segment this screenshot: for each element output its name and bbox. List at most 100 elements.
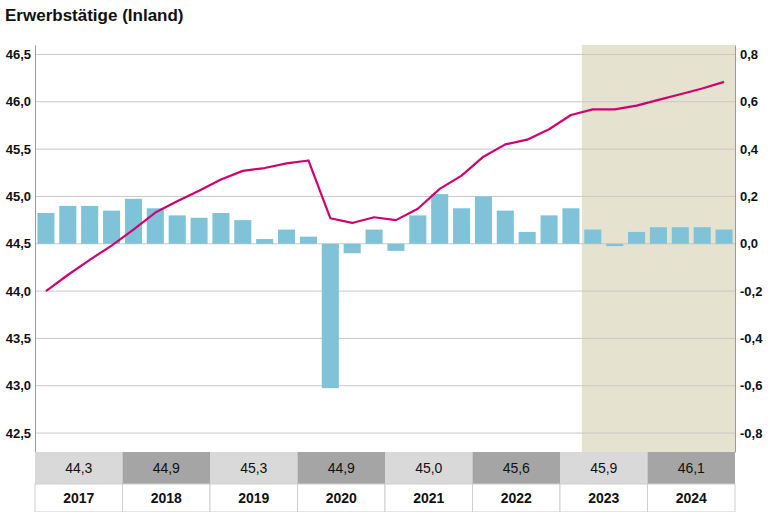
tick-label: 46,5 xyxy=(6,47,31,62)
table-cell xyxy=(210,452,298,484)
year-label: 2018 xyxy=(151,490,182,506)
grid-line xyxy=(35,196,735,197)
tick-label: -0,8 xyxy=(740,426,762,441)
table-cell xyxy=(35,484,123,512)
table-cell xyxy=(473,452,561,484)
table-cell xyxy=(560,484,648,512)
grid-line xyxy=(35,101,735,102)
tick-label: 0,2 xyxy=(740,189,758,204)
tick: 0,2 xyxy=(735,189,758,204)
annual-value: 45,0 xyxy=(415,460,442,476)
tick: -0,8 xyxy=(735,426,762,441)
tick: 0,0 xyxy=(735,236,758,251)
table-cell xyxy=(385,484,473,512)
tick-label: 46,0 xyxy=(6,94,31,109)
annual-value: 44,9 xyxy=(153,460,180,476)
axis-line xyxy=(735,46,736,453)
tick-label: 0,6 xyxy=(740,94,758,109)
bar xyxy=(366,230,383,244)
table-cell xyxy=(123,484,211,512)
bar xyxy=(37,213,54,244)
bar xyxy=(387,244,404,251)
tick: 46,5 xyxy=(6,47,35,62)
grid-line xyxy=(35,433,735,434)
tick-label: 44,5 xyxy=(6,236,31,251)
tick-label: 0,0 xyxy=(740,236,758,251)
forecast-shading xyxy=(582,45,735,452)
bar xyxy=(169,215,186,243)
tick: 45,5 xyxy=(6,142,35,157)
tick-label: 0,4 xyxy=(740,142,759,157)
tick-label: 45,5 xyxy=(6,142,31,157)
year-label: 2022 xyxy=(501,490,532,506)
grid-line xyxy=(35,338,735,339)
bar xyxy=(344,244,361,253)
tick-label: 0,8 xyxy=(740,47,758,62)
tick-label: -0,2 xyxy=(740,284,762,299)
y2-axis: -0,8 -0,6 -0,4 -0,2 0,0 0,2 0,4 0,6 0,8 xyxy=(735,46,763,453)
bar xyxy=(519,232,536,244)
tick-label: 44,0 xyxy=(6,284,31,299)
grid-line xyxy=(35,149,735,150)
axis-line xyxy=(35,46,36,453)
tick: -0,6 xyxy=(735,378,762,393)
bar xyxy=(628,232,645,244)
bar xyxy=(694,227,711,244)
table-cell xyxy=(298,452,386,484)
bar xyxy=(541,215,558,243)
tick: 46,0 xyxy=(6,94,35,109)
table-cell xyxy=(35,452,123,484)
table-cell xyxy=(210,484,298,512)
tick: 42,5 xyxy=(6,426,35,441)
year-label: 2024 xyxy=(676,490,707,506)
bar xyxy=(431,194,448,244)
bar xyxy=(300,237,317,244)
tick: 0,6 xyxy=(735,94,758,109)
tick: -0,4 xyxy=(735,331,763,346)
chart: 42,5 43,0 43,5 44,0 44,5 45,0 45,5 46,0 46,5 -0,8… xyxy=(0,0,768,512)
table-cell xyxy=(385,452,473,484)
table-cell xyxy=(473,484,561,512)
line xyxy=(46,82,724,291)
bar xyxy=(409,215,426,243)
bar xyxy=(716,230,733,244)
bar xyxy=(322,244,339,388)
grid-line xyxy=(35,291,735,292)
title: Erwerbstätige (Inland) xyxy=(5,6,184,25)
bar xyxy=(103,211,120,244)
table-cell xyxy=(648,452,736,484)
tick: 44,5 xyxy=(6,236,35,251)
bar xyxy=(278,230,295,244)
grid xyxy=(35,54,735,433)
table-cell xyxy=(648,484,736,512)
bar xyxy=(234,220,251,244)
tick-label: 45,0 xyxy=(6,189,31,204)
table-cell xyxy=(123,452,211,484)
bar xyxy=(650,227,667,244)
bar xyxy=(475,196,492,243)
tick: 45,0 xyxy=(6,189,35,204)
bar xyxy=(562,208,579,243)
year-label: 2017 xyxy=(63,490,94,506)
bar xyxy=(672,227,689,244)
tick: -0,2 xyxy=(735,284,762,299)
tick-label: 42,5 xyxy=(6,426,31,441)
grid-line xyxy=(35,54,735,55)
bar xyxy=(81,206,98,244)
bar xyxy=(497,211,514,244)
tick-label: 43,0 xyxy=(6,378,31,393)
year-label: 2020 xyxy=(326,490,357,506)
annual-value: 44,9 xyxy=(328,460,355,476)
y-axis: 42,5 43,0 43,5 44,0 44,5 45,0 45,5 46,0 46,5 xyxy=(6,46,36,453)
tick-label: 43,5 xyxy=(6,331,31,346)
bar xyxy=(256,239,273,244)
tick-label: -0,6 xyxy=(740,378,762,393)
bar xyxy=(191,218,208,244)
bar xyxy=(584,230,601,244)
annual-value: 45,3 xyxy=(240,460,267,476)
bar xyxy=(606,244,623,246)
plot-area xyxy=(37,82,732,388)
annual-value: 45,9 xyxy=(590,460,617,476)
annual-value: 45,6 xyxy=(503,460,530,476)
tick: 0,4 xyxy=(735,142,759,157)
